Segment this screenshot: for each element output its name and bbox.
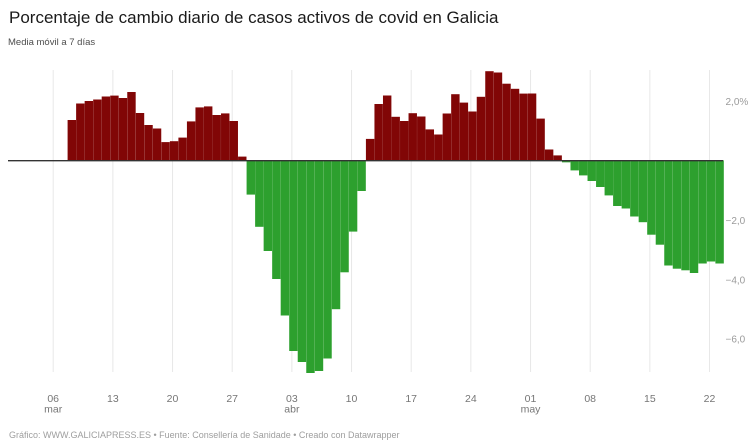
svg-text:22: 22 <box>704 393 716 405</box>
svg-text:mar: mar <box>44 404 63 416</box>
svg-text:27: 27 <box>226 393 238 405</box>
svg-text:10: 10 <box>346 393 358 405</box>
svg-text:13: 13 <box>107 393 119 405</box>
svg-text:24: 24 <box>465 393 477 405</box>
svg-text:−2,0: −2,0 <box>726 216 746 227</box>
svg-text:abr: abr <box>284 404 300 416</box>
svg-text:01: 01 <box>525 393 537 405</box>
svg-text:−6,0: −6,0 <box>726 335 746 346</box>
svg-text:−4,0: −4,0 <box>726 276 746 287</box>
svg-text:17: 17 <box>405 393 417 405</box>
svg-text:08: 08 <box>584 393 596 405</box>
svg-text:15: 15 <box>644 393 656 405</box>
svg-text:2,0%: 2,0% <box>726 97 749 108</box>
svg-text:may: may <box>521 404 542 416</box>
svg-text:06: 06 <box>47 393 59 405</box>
svg-text:20: 20 <box>167 393 179 405</box>
svg-text:03: 03 <box>286 393 298 405</box>
